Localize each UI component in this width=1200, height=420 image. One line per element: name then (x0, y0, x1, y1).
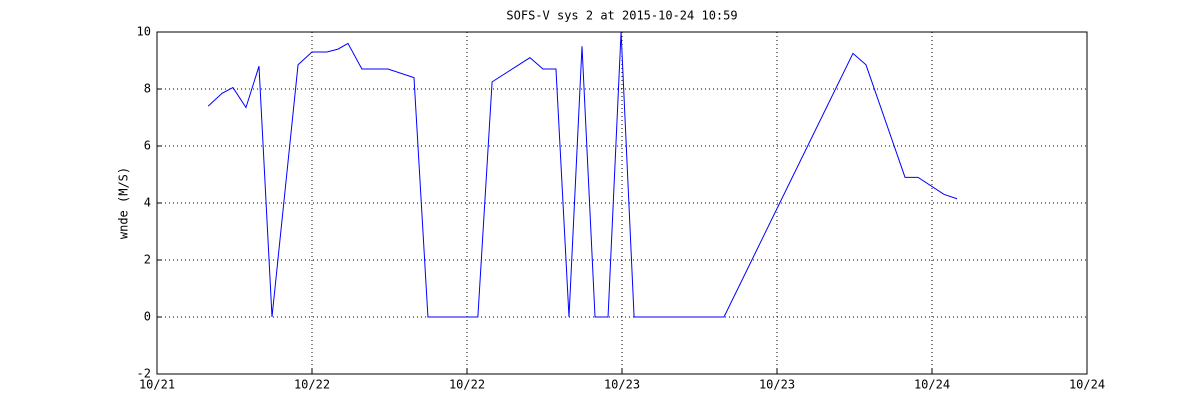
x-tick-label: 10/22 (449, 378, 485, 392)
x-tick-label: 10/22 (294, 378, 330, 392)
data-line (207, 31, 958, 318)
y-tick-label: 2 (144, 253, 151, 267)
chart-title: SOFS-V sys 2 at 2015-10-24 10:59 (506, 9, 737, 23)
y-axis-label: wnde (M/S) (117, 167, 131, 239)
y-tick-label: -2 (137, 367, 151, 381)
y-tick-label: 8 (144, 82, 151, 96)
y-tick-label: 0 (144, 310, 151, 324)
x-tick-label: 10/21 (139, 378, 175, 392)
x-tick-label: 10/24 (1069, 378, 1105, 392)
y-tick-label: 6 (144, 139, 151, 153)
x-tick-label: 10/23 (759, 378, 795, 392)
y-tick-label: 4 (144, 196, 151, 210)
y-tick-label: 10 (137, 25, 151, 39)
x-tick-label: 10/24 (914, 378, 950, 392)
x-tick-label: 10/23 (604, 378, 640, 392)
